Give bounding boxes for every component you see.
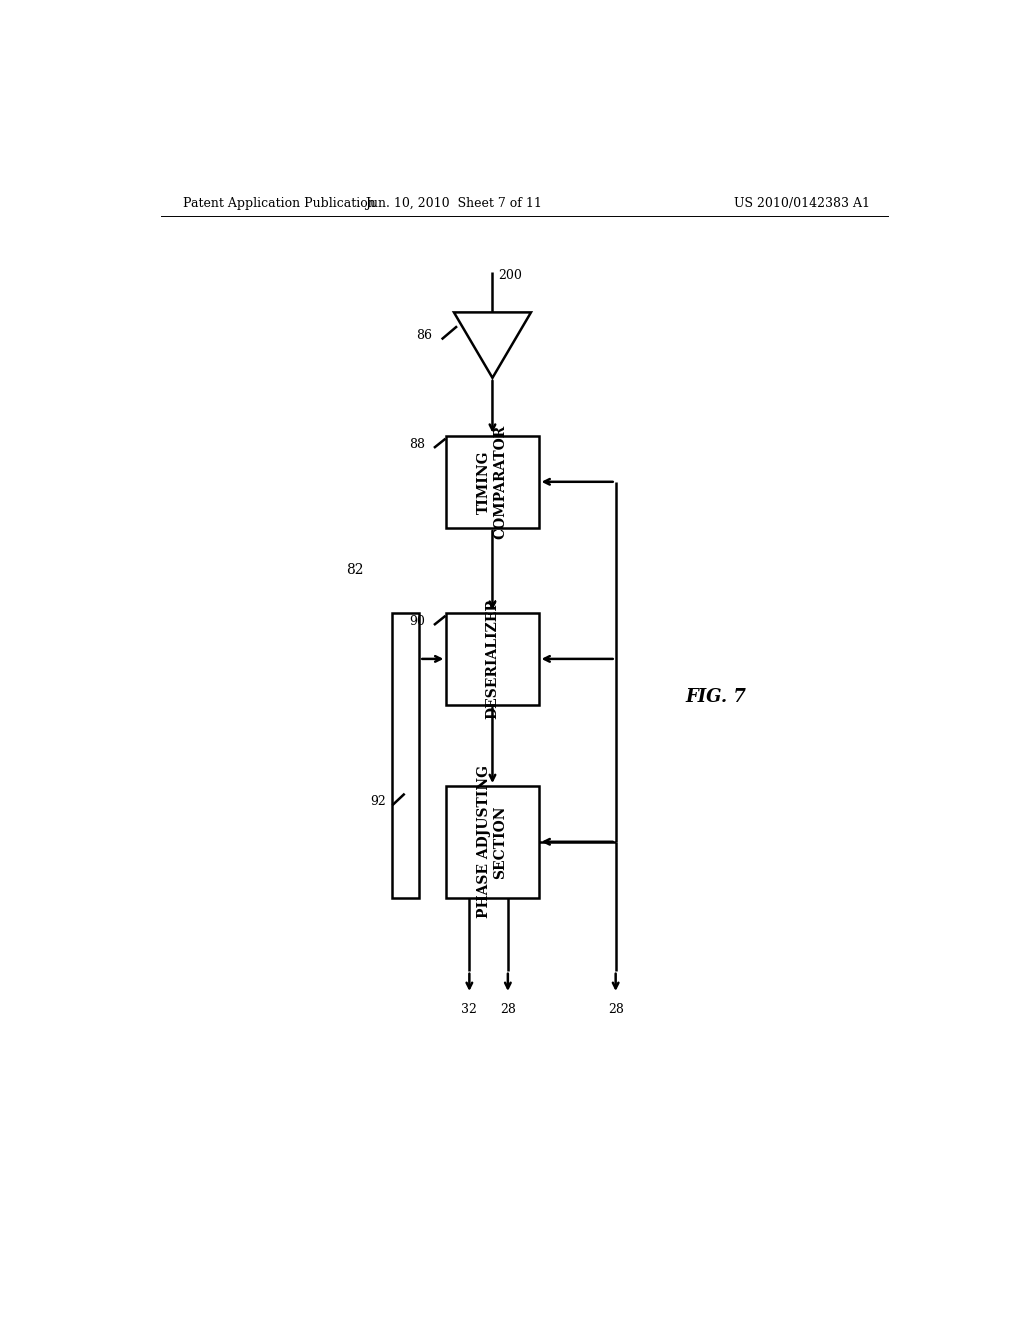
- Text: TIMING
COMPARATOR: TIMING COMPARATOR: [477, 425, 508, 539]
- Text: FIG. 7: FIG. 7: [685, 689, 745, 706]
- Text: Patent Application Publication: Patent Application Publication: [183, 197, 376, 210]
- Text: 82: 82: [346, 564, 364, 577]
- Text: 92: 92: [371, 795, 386, 808]
- Bar: [392, 612, 419, 898]
- Text: 200: 200: [498, 269, 521, 282]
- Text: Jun. 10, 2010  Sheet 7 of 11: Jun. 10, 2010 Sheet 7 of 11: [366, 197, 543, 210]
- Text: PHASE ADJUSTING
SECTION: PHASE ADJUSTING SECTION: [477, 766, 508, 919]
- Bar: [446, 785, 539, 898]
- Bar: [446, 612, 539, 705]
- Text: US 2010/0142383 A1: US 2010/0142383 A1: [734, 197, 869, 210]
- Text: 90: 90: [409, 615, 425, 628]
- Bar: [446, 436, 539, 528]
- Text: 28: 28: [607, 1003, 624, 1016]
- Text: 28: 28: [500, 1003, 516, 1016]
- Text: 86: 86: [417, 329, 432, 342]
- Text: 88: 88: [409, 438, 425, 451]
- Text: DESERIALIZER: DESERIALIZER: [485, 598, 500, 719]
- Text: 32: 32: [462, 1003, 477, 1016]
